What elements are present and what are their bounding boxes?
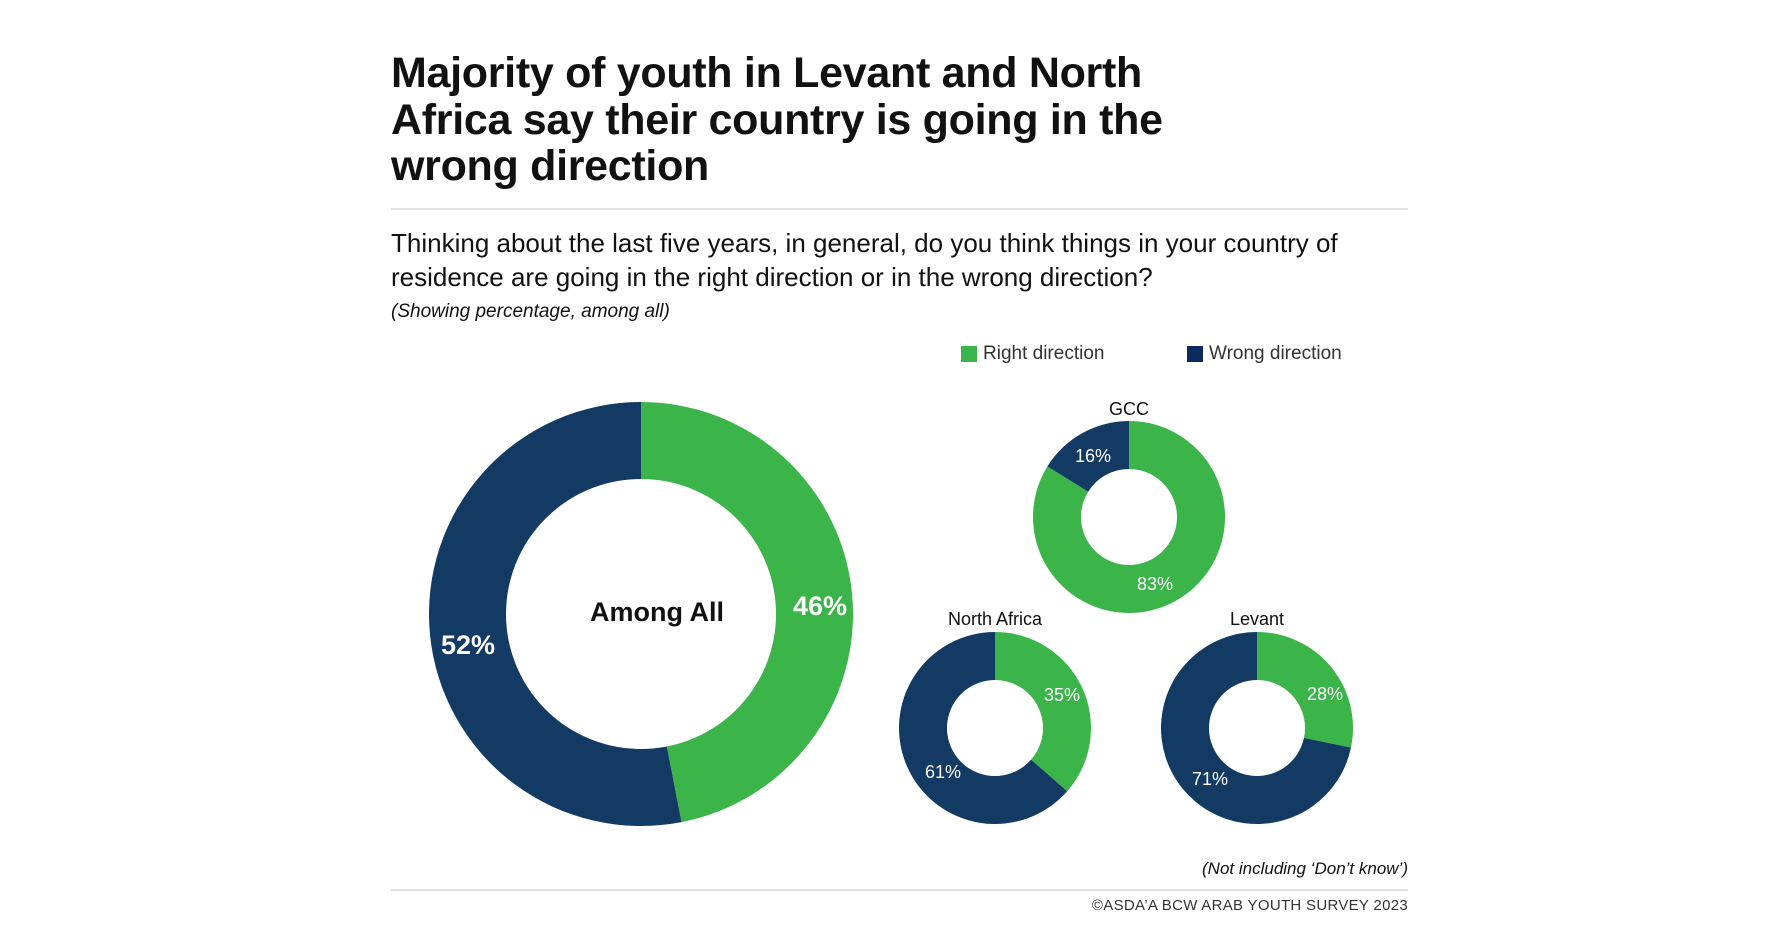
legend-item-right: Right direction: [961, 343, 1104, 365]
levant-right-label: 28%: [1307, 684, 1343, 704]
gcc-wrong-slice: [1047, 421, 1129, 492]
north-africa-wrong-slice: [899, 632, 1068, 824]
legend-item-wrong: Wrong direction: [1187, 343, 1342, 365]
footnote: (Not including ‘Don’t know’): [1202, 859, 1408, 878]
divider: [391, 208, 1408, 210]
chart-note: (Showing percentage, among all): [391, 301, 670, 322]
legend-swatch-right: [961, 346, 977, 362]
among-all-center-label: Among All: [590, 597, 724, 627]
north-africa-title: North Africa: [948, 609, 1043, 629]
legend-swatch-wrong: [1187, 346, 1203, 362]
levant-wrong-label: 71%: [1192, 769, 1228, 789]
north-africa-wrong-label: 61%: [925, 762, 961, 782]
gcc-wrong-label: 16%: [1075, 446, 1111, 466]
gcc-right-slice: [1033, 421, 1225, 613]
legend-label-right: Right direction: [983, 343, 1105, 364]
gcc-title: GCC: [1109, 399, 1149, 419]
source-credit: ©ASDA’A BCW ARAB YOUTH SURVEY 2023: [1091, 897, 1408, 914]
divider: [391, 889, 1408, 891]
chart-subtitle: Thinking about the last five years, in g…: [391, 228, 1338, 292]
among-all-wrong-slice: [428, 402, 682, 826]
levant-wrong-slice: [1161, 632, 1351, 824]
levant-right-slice: [1257, 631, 1353, 748]
among-all-wrong-label: 52%: [441, 630, 495, 660]
north-africa-right-slice: [995, 632, 1091, 792]
legend-label-wrong: Wrong direction: [1209, 343, 1342, 364]
levant-title: Levant: [1230, 609, 1284, 629]
chart-title: Majority of youth in Levant and North Af…: [391, 49, 1163, 190]
among-all-right-slice: [641, 402, 853, 823]
among-all-right-label: 46%: [793, 591, 847, 621]
north-africa-right-label: 35%: [1044, 685, 1080, 705]
gcc-right-label: 83%: [1137, 574, 1173, 594]
